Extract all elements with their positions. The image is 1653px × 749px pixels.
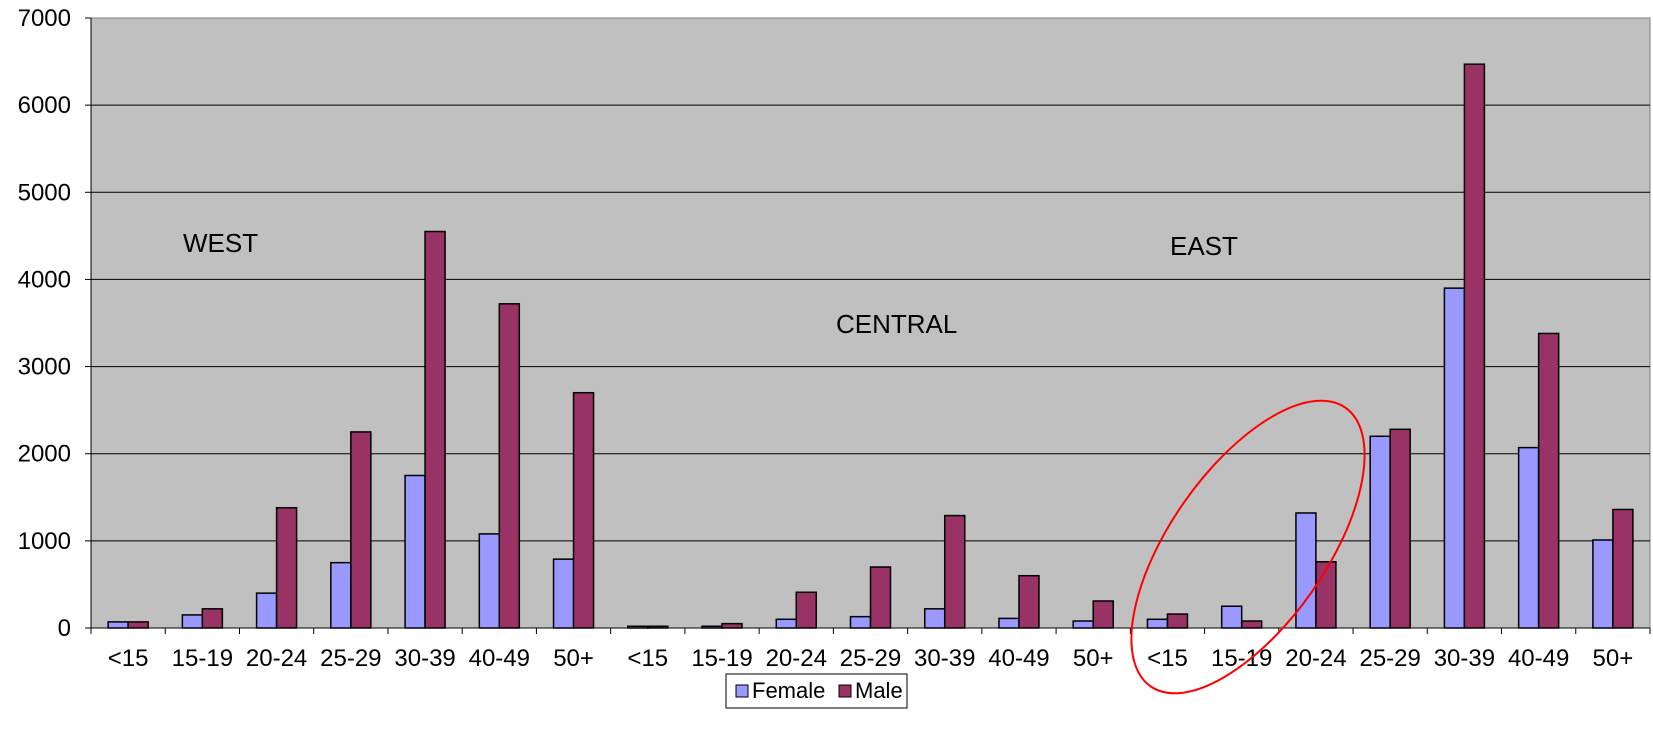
region-label-east: EAST (1170, 231, 1238, 261)
x-tick-label: <15 (108, 645, 149, 672)
bar-male (1092, 600, 1114, 629)
bar-female (478, 533, 501, 629)
bar-female (552, 558, 575, 629)
x-tick-label: 40-49 (988, 645, 1049, 672)
y-tick-label: 0 (58, 615, 71, 642)
x-tick-label: 30-39 (1434, 645, 1495, 672)
y-tick-label: 5000 (18, 179, 71, 206)
x-tick-label: <15 (1147, 645, 1188, 672)
bar-female (181, 614, 204, 629)
x-axis: <15 15-19 20-24 25-29 30-39 40-49 50+ <15 15-19 2… (90, 627, 1651, 672)
y-tick-label: 1000 (18, 528, 71, 555)
y-tick-label: 2000 (18, 441, 71, 468)
bar-female (849, 615, 872, 629)
y-axis: 0 1000 2000 3000 4000 5000 6000 7000 (18, 5, 92, 642)
bar-male (424, 230, 446, 629)
legend-label-female: Female (752, 678, 825, 703)
bar-male (350, 431, 372, 629)
x-tick-label: 50+ (1593, 645, 1634, 672)
bar-male (1537, 332, 1560, 629)
bar-male (1018, 574, 1040, 629)
legend: Female Male (725, 673, 908, 709)
bar-male (498, 303, 521, 629)
x-tick-label: <15 (627, 645, 668, 672)
bar-female (775, 618, 798, 629)
legend-swatch-male (838, 684, 852, 698)
bar-male (1240, 620, 1263, 629)
bar-female (923, 608, 946, 629)
bar-male (1389, 428, 1411, 629)
bar-male (127, 621, 149, 629)
bar-male (275, 506, 298, 629)
bar-female (1517, 446, 1540, 629)
x-tick-label: 40-49 (469, 645, 530, 672)
bar-male (1463, 63, 1486, 629)
legend-box (725, 673, 908, 709)
x-tick-label: 15-19 (691, 645, 752, 672)
x-tick-label: 20-24 (246, 645, 307, 672)
x-tick-label: 30-39 (394, 645, 455, 672)
bar-male (869, 566, 892, 629)
bar-female (1369, 435, 1391, 629)
y-tick-label: 3000 (18, 354, 71, 381)
x-tick-label: 50+ (1073, 645, 1114, 672)
legend-swatch-female (735, 684, 749, 698)
bar-female (1443, 287, 1466, 629)
bar-male (943, 514, 966, 629)
bar-male (572, 391, 595, 629)
bar-female (998, 617, 1020, 629)
bar-female (330, 561, 352, 629)
bar-female (1146, 618, 1169, 629)
bar-female (1592, 539, 1614, 629)
bar-male (201, 608, 224, 629)
x-tick-label: 30-39 (914, 645, 975, 672)
x-tick-label: 20-24 (1285, 645, 1346, 672)
y-tick-label: 4000 (18, 266, 71, 293)
bar-female (1220, 605, 1243, 629)
x-tick-label: 25-29 (1359, 645, 1420, 672)
x-tick-label: 40-49 (1508, 645, 1569, 672)
bar-male (721, 622, 743, 629)
bar-male (1612, 508, 1634, 629)
bar-female (255, 592, 278, 629)
y-tick-label: 7000 (18, 5, 71, 32)
bar-male (1166, 613, 1189, 629)
bar-female (107, 621, 129, 629)
x-tick-label: 20-24 (766, 645, 827, 672)
bar-female (404, 474, 426, 629)
x-tick-label: 15-19 (172, 645, 233, 672)
y-tick-label: 6000 (18, 92, 71, 119)
x-tick-label: 50+ (553, 645, 594, 672)
bar-female (1072, 620, 1094, 629)
x-tick-label: 25-29 (840, 645, 901, 672)
region-label-central: CENTRAL (836, 309, 957, 339)
x-tick-label: 25-29 (320, 645, 381, 672)
highlight-ellipse (1130, 399, 1366, 695)
bar-male (795, 591, 818, 629)
legend-label-male: Male (855, 678, 903, 703)
region-label-west: WEST (183, 228, 258, 258)
